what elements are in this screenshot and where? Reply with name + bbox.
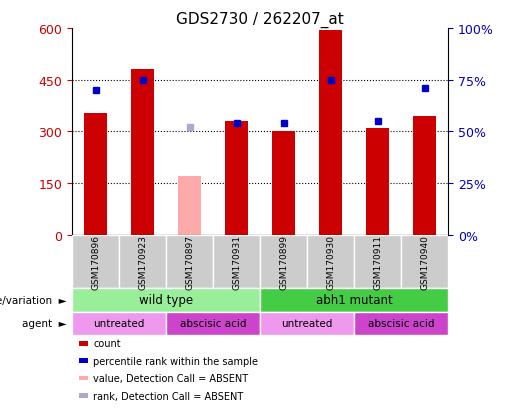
Text: GSM170899: GSM170899 [279, 235, 288, 290]
Bar [79, 376, 88, 380]
Title: GDS2730 / 262207_at: GDS2730 / 262207_at [176, 12, 344, 28]
Bar [413, 116, 436, 235]
Text: GSM170931: GSM170931 [232, 235, 241, 290]
Bar [79, 358, 88, 363]
Text: abh1 mutant: abh1 mutant [316, 294, 392, 307]
Text: percentile rank within the sample: percentile rank within the sample [93, 356, 258, 366]
Bar [131, 70, 154, 235]
Bar [272, 132, 295, 235]
Bar [260, 289, 448, 312]
Bar [307, 235, 354, 289]
Text: GSM170897: GSM170897 [185, 235, 194, 290]
Text: abscisic acid: abscisic acid [180, 318, 246, 328]
Bar [178, 177, 201, 235]
Text: value, Detection Call = ABSENT: value, Detection Call = ABSENT [93, 373, 248, 383]
Text: abscisic acid: abscisic acid [368, 318, 434, 328]
Bar [72, 235, 119, 289]
Text: genotype/variation  ►: genotype/variation ► [0, 295, 67, 305]
Text: count: count [93, 339, 121, 349]
Text: GSM170930: GSM170930 [326, 235, 335, 290]
Bar [72, 289, 260, 312]
Bar [401, 235, 448, 289]
Bar [319, 31, 342, 235]
Bar [119, 235, 166, 289]
Bar [260, 312, 354, 335]
Bar [166, 312, 260, 335]
Bar [354, 312, 448, 335]
Bar [166, 235, 213, 289]
Bar [84, 113, 107, 235]
Bar [213, 235, 260, 289]
Text: rank, Detection Call = ABSENT: rank, Detection Call = ABSENT [93, 391, 244, 401]
Bar [79, 393, 88, 398]
Text: wild type: wild type [139, 294, 193, 307]
Text: untreated: untreated [93, 318, 145, 328]
Text: GSM170911: GSM170911 [373, 235, 382, 290]
Text: GSM170940: GSM170940 [420, 235, 429, 290]
Text: GSM170923: GSM170923 [138, 235, 147, 290]
Bar [354, 235, 401, 289]
Bar [225, 122, 248, 235]
Bar [79, 341, 88, 346]
Text: untreated: untreated [281, 318, 333, 328]
Bar [72, 312, 166, 335]
Bar [366, 129, 389, 235]
Bar [260, 235, 307, 289]
Text: agent  ►: agent ► [22, 318, 67, 328]
Text: GSM170896: GSM170896 [91, 235, 100, 290]
